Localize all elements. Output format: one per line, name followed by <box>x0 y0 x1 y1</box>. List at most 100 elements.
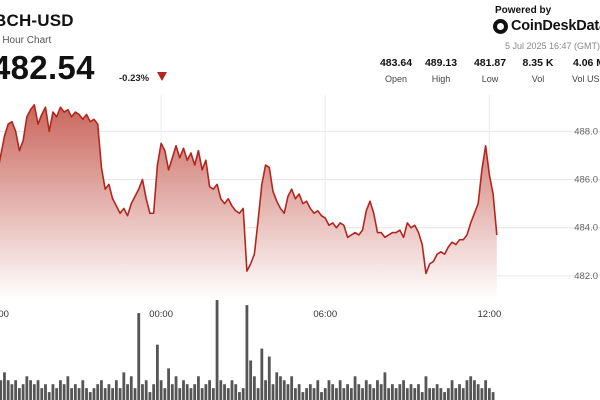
volume-bar <box>85 388 88 400</box>
volume-bar <box>21 384 25 400</box>
volume-bar <box>96 384 100 400</box>
volume-bar <box>290 376 294 400</box>
stat-low: 481.87 Low <box>467 57 513 84</box>
volume-bar <box>379 384 383 400</box>
stat-label: Low <box>481 74 499 84</box>
x-tick-label: 00:00 <box>149 309 173 320</box>
volume-bar <box>223 384 226 400</box>
volume-bar <box>6 380 10 400</box>
stat-label: Open <box>384 74 408 84</box>
volume-bar <box>3 372 6 400</box>
stat-label: Vol <box>531 74 545 84</box>
volume-bar <box>469 376 473 400</box>
volume-bar <box>163 388 167 400</box>
volume-bar <box>103 388 107 400</box>
volume-bar <box>428 388 432 400</box>
stat-value: 489.13 <box>424 57 458 69</box>
volume-bar <box>73 384 77 400</box>
volume-bar <box>346 384 350 400</box>
volume-bar <box>141 384 144 400</box>
volume-bar <box>148 392 152 400</box>
volume-bar <box>491 392 495 400</box>
volume-bar <box>197 376 200 400</box>
volume-bar <box>107 384 111 400</box>
volume-bar <box>137 313 141 400</box>
x-tick-label: 12:00 <box>477 309 501 320</box>
volume-bar <box>349 388 353 400</box>
volume-bar <box>245 305 249 400</box>
stat-label: High <box>431 74 451 84</box>
volume-bar <box>331 384 335 400</box>
stat-value: 481.87 <box>473 57 507 69</box>
volume-bar <box>323 388 327 400</box>
stat-value: 483.64 <box>379 57 413 69</box>
volume-bar <box>443 392 446 400</box>
stat-label: Vol USD <box>571 74 600 84</box>
volume-bar <box>361 388 364 400</box>
stat-high: 489.13 High <box>418 57 464 84</box>
volume-bar <box>29 380 32 400</box>
volume-bar <box>133 388 137 400</box>
volume-bar <box>454 388 458 400</box>
price-change: -0.23% <box>119 73 150 84</box>
volume-bar <box>402 380 405 400</box>
volume-bar <box>59 380 62 400</box>
volume-bar <box>208 380 212 400</box>
volume-bar <box>77 388 81 400</box>
area-layer <box>0 104 498 300</box>
volume-bar <box>473 380 476 400</box>
volume-bar <box>260 348 264 400</box>
volume-bar <box>170 384 174 400</box>
volume-bar <box>100 380 103 400</box>
coindesk-logo-icon <box>493 18 508 34</box>
volume-bar <box>383 372 387 400</box>
down-arrow-icon <box>157 72 167 81</box>
y-tick-label: 486.0 <box>574 175 598 186</box>
brand-logo: CoinDeskData <box>493 18 600 34</box>
volume-bar <box>122 372 126 400</box>
volume-bar <box>114 380 118 400</box>
volume-bar <box>286 384 290 400</box>
volume-bar <box>264 380 267 400</box>
volume-bar <box>417 384 420 400</box>
volume-bar <box>465 380 469 400</box>
volume-bar <box>55 388 59 400</box>
volume-bar <box>17 388 21 400</box>
label-layer: 482.0 484.0 486.0 488.0 18:00 00:00 06:00 12:00 <box>0 126 598 320</box>
volume-bar <box>271 384 275 400</box>
x-tick-label: 06:00 <box>313 309 337 320</box>
volume-bar <box>357 384 361 400</box>
volume-bar <box>230 380 234 400</box>
chart-subtitle: 4 Hour Chart <box>0 35 52 46</box>
volume-bar <box>480 388 484 400</box>
volume-bar <box>476 384 480 400</box>
volume-bar <box>487 388 491 400</box>
stat-open: 483.64 Open <box>373 57 419 84</box>
price-line <box>0 104 498 275</box>
volume-bar <box>14 380 18 400</box>
volume-bar <box>249 360 253 400</box>
volume-bar <box>327 380 331 400</box>
volume-bar <box>144 380 148 400</box>
volume-bar <box>484 380 488 400</box>
volume-bar <box>252 376 256 400</box>
volume-bar <box>226 388 230 400</box>
timestamp: 5 Jul 2025 16:47 (GMT) <box>505 41 600 51</box>
volume-bar <box>256 388 260 400</box>
volume-bar <box>435 384 439 400</box>
volume-bar <box>420 392 424 400</box>
volume-bar <box>405 388 409 400</box>
volume-bar <box>10 384 14 400</box>
volume-bar <box>211 388 215 400</box>
stat-vol: 8.35 K Vol <box>515 57 561 84</box>
volume-bar <box>368 384 372 400</box>
volume-bar <box>118 388 122 400</box>
volume-bar <box>40 388 44 400</box>
volume-bar <box>308 384 312 400</box>
volume-bar <box>178 388 182 400</box>
volume-bar <box>185 384 189 400</box>
y-tick-label: 484.0 <box>574 223 598 234</box>
volume-bar <box>338 380 342 400</box>
volume-bar <box>126 384 129 400</box>
